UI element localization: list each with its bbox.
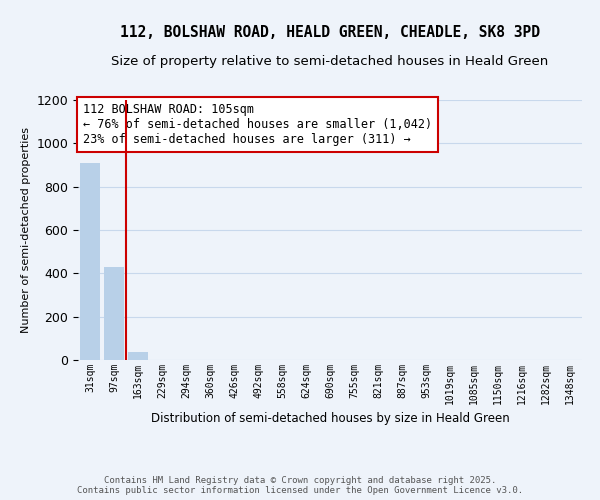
Bar: [80, 163, 100, 360]
Bar: [104, 267, 124, 360]
Text: 112 BOLSHAW ROAD: 105sqm
← 76% of semi-detached houses are smaller (1,042)
23% o: 112 BOLSHAW ROAD: 105sqm ← 76% of semi-d…: [83, 102, 432, 146]
Y-axis label: Number of semi-detached properties: Number of semi-detached properties: [21, 127, 31, 333]
Bar: [128, 352, 148, 360]
X-axis label: Distribution of semi-detached houses by size in Heald Green: Distribution of semi-detached houses by …: [151, 412, 509, 425]
Text: Contains HM Land Registry data © Crown copyright and database right 2025.
Contai: Contains HM Land Registry data © Crown c…: [77, 476, 523, 495]
Text: 112, BOLSHAW ROAD, HEALD GREEN, CHEADLE, SK8 3PD: 112, BOLSHAW ROAD, HEALD GREEN, CHEADLE,…: [120, 25, 540, 40]
Text: Size of property relative to semi-detached houses in Heald Green: Size of property relative to semi-detach…: [112, 55, 548, 68]
